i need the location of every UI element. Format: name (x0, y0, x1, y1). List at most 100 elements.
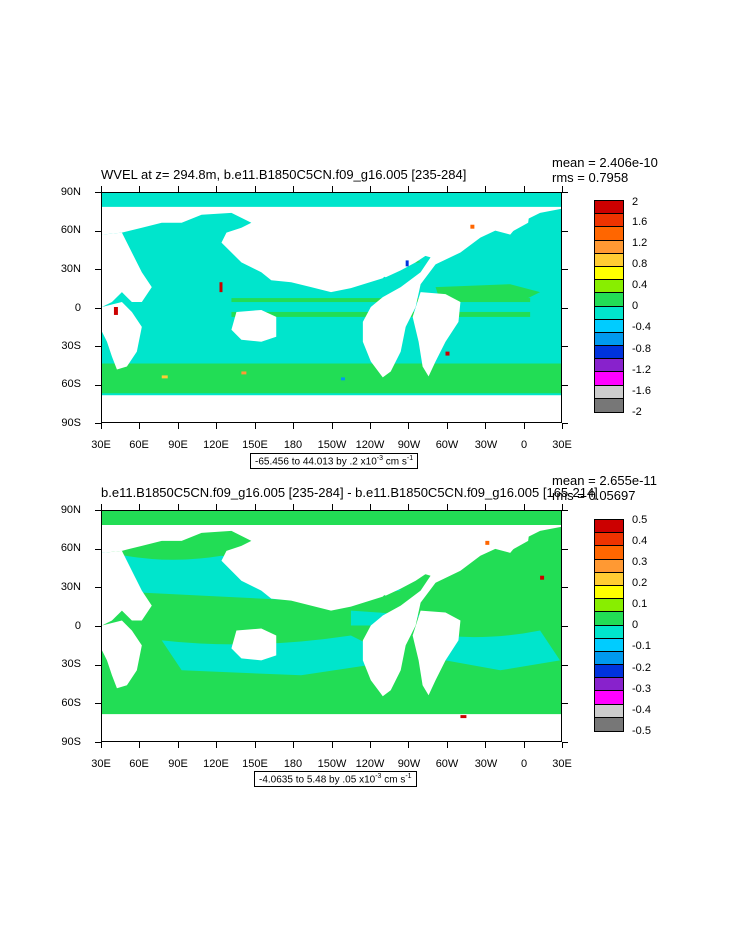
lon-label: 30W (474, 758, 498, 770)
legend-swatch (595, 332, 623, 347)
legend-swatch (595, 599, 623, 613)
lon-label: 60W (435, 439, 459, 451)
legend-swatch (595, 572, 623, 586)
legend-swatch (595, 359, 623, 373)
lon-label: 180 (283, 439, 303, 451)
lon-label: 30E (91, 758, 111, 770)
legend-label: 0.2 (632, 577, 648, 589)
mean-value: mean = 2.655e-11 (552, 473, 657, 488)
legend-swatch (595, 240, 623, 254)
legend-swatch (595, 651, 623, 666)
axis-tick (408, 423, 410, 429)
lon-label: 60W (435, 758, 459, 770)
lat-label: 60S (61, 378, 81, 390)
lat-label: 90N (60, 186, 81, 198)
lon-label: 90W (397, 439, 421, 451)
axis-tick (139, 504, 141, 510)
axis-tick (101, 504, 102, 510)
lat-label: 90S (61, 417, 81, 429)
axis-tick (95, 742, 101, 743)
range-unit-exponent: -1 (405, 773, 412, 780)
axis-tick (485, 186, 487, 192)
lat-label: 30S (61, 340, 81, 352)
lon-label: 120W (355, 439, 385, 451)
axis-tick (293, 742, 295, 748)
axis-tick (562, 587, 568, 589)
axis-tick (254, 504, 256, 510)
legend-swatch (595, 385, 623, 399)
axis-tick (216, 742, 218, 748)
map-plot (101, 510, 562, 742)
axis-tick (254, 186, 256, 192)
lat-label: 30S (61, 658, 81, 670)
legend-label: 0.8 (632, 258, 648, 270)
mean-value: mean = 2.406e-10 (552, 155, 658, 170)
legend-label: -0.4 (632, 704, 651, 716)
legend-swatch (595, 520, 623, 534)
axis-tick (562, 510, 568, 511)
lon-label: 0 (520, 758, 528, 770)
legend-swatch (595, 346, 623, 360)
legend-swatch (595, 704, 623, 718)
axis-tick (485, 504, 487, 510)
contour-range-box: -65.456 to 44.013 by .2 x10-3 cm s-1 (250, 453, 419, 470)
lon-label: 60E (129, 439, 149, 451)
legend-swatch (595, 266, 623, 281)
rms-value: rms = 0.05697 (552, 488, 636, 503)
legend-swatch (595, 398, 623, 412)
axis-tick (293, 186, 295, 192)
legend-swatch (595, 717, 623, 731)
lon-label: 30W (474, 439, 498, 451)
legend-swatch (595, 201, 623, 215)
axis-tick (446, 504, 448, 510)
axis-tick (216, 504, 218, 510)
lon-label: 120E (203, 758, 229, 770)
legend-swatch (595, 319, 623, 333)
axis-tick (446, 186, 448, 192)
axis-tick (95, 664, 101, 666)
axis-tick (408, 186, 410, 192)
range-text: -65.456 to 44.013 by .2 x10 (255, 456, 377, 468)
lat-label: 0 (74, 620, 81, 632)
axis-tick (177, 186, 179, 192)
legend-swatch (595, 665, 623, 679)
axis-tick (562, 423, 568, 424)
axis-tick (562, 548, 568, 550)
axis-tick (562, 346, 568, 347)
axis-tick (331, 423, 333, 429)
axis-tick (562, 230, 568, 232)
axis-tick (446, 423, 448, 429)
lon-label: 30E (552, 758, 572, 770)
legend-label: -0.2 (632, 662, 651, 674)
range-unit: cm s (383, 456, 407, 468)
legend-swatch (595, 533, 623, 547)
range-unit: cm s (381, 774, 406, 786)
legend-swatch (595, 638, 623, 652)
axis-tick (408, 504, 410, 510)
panel-title: b.e11.B1850C5CN.f09_g16.005 [235-284] - … (101, 485, 598, 500)
lon-label: 90E (168, 439, 188, 451)
axis-tick (369, 742, 371, 748)
legend-swatch (595, 227, 623, 241)
axis-tick (562, 307, 568, 309)
map-canvas (102, 511, 561, 741)
lat-label: 60N (60, 542, 81, 554)
range-exponent: -3 (375, 773, 382, 780)
axis-tick (293, 423, 295, 429)
axis-tick (369, 423, 371, 429)
axis-tick (562, 664, 568, 666)
legend-label: -2 (632, 406, 642, 418)
axis-tick (95, 510, 101, 511)
rms-value: rms = 0.7958 (552, 170, 629, 185)
lon-label: 120W (355, 758, 385, 770)
axis-tick (95, 307, 101, 309)
legend-swatch (595, 546, 623, 560)
axis-tick (562, 423, 563, 429)
lon-label: 90E (168, 758, 188, 770)
axis-tick (523, 504, 525, 510)
legend-swatch (595, 559, 623, 573)
range-exponent: -3 (376, 455, 383, 462)
axis-tick (216, 186, 218, 192)
lat-label: 0 (74, 302, 81, 314)
legend-label: -0.5 (632, 725, 651, 737)
